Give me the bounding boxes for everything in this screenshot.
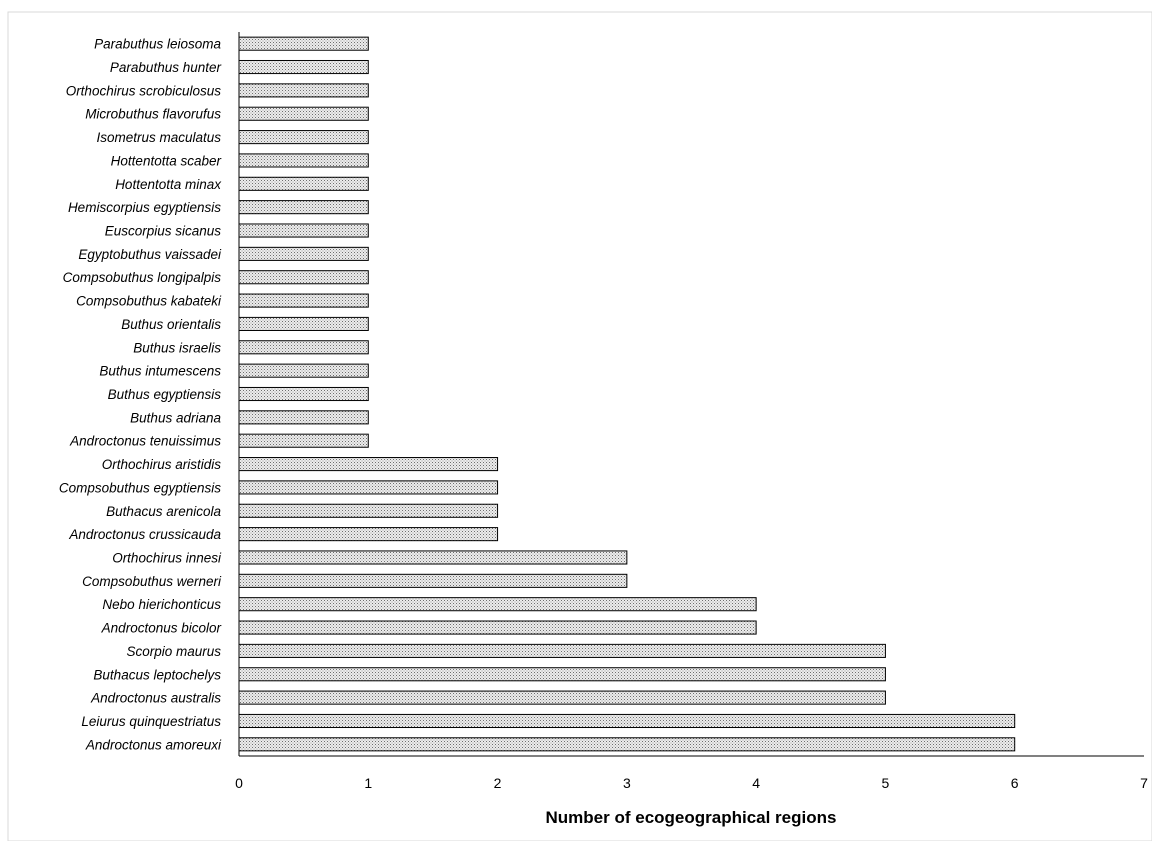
- bar: [238, 410, 369, 425]
- category-label: Buthacus leptochelys: [93, 667, 221, 682]
- category-label: Compsobuthus werneri: [82, 574, 222, 589]
- category-label: Hottentotta minax: [115, 177, 222, 192]
- bar: [238, 176, 369, 191]
- x-tick-label: 7: [1140, 775, 1148, 791]
- bar: [238, 270, 369, 285]
- bars-layer: [238, 36, 1016, 752]
- category-label: Androctonus australis: [90, 691, 221, 706]
- category-label: Euscorpius sicanus: [105, 224, 222, 239]
- bar: [238, 246, 369, 261]
- category-label: Isometrus maculatus: [96, 130, 221, 145]
- bar: [238, 503, 499, 518]
- axes: [238, 32, 1144, 757]
- category-label: Androctonus bicolor: [101, 621, 222, 636]
- bar: [238, 363, 369, 378]
- category-label: Hemiscorpius egyptiensis: [68, 200, 221, 215]
- category-label: Egyptobuthus vaissadei: [78, 247, 222, 262]
- category-label: Scorpio maurus: [126, 644, 221, 659]
- category-label: Nebo hierichonticus: [102, 597, 221, 612]
- bar: [238, 153, 369, 168]
- x-tick-labels: 0 1 2 3 4 5 6 7: [235, 775, 1148, 791]
- category-label: Buthus adriana: [130, 410, 221, 425]
- bar: [238, 737, 1016, 752]
- bar: [238, 597, 757, 612]
- bar: [238, 200, 369, 215]
- category-label: Orthochirus innesi: [112, 550, 222, 565]
- bar: [238, 690, 886, 705]
- category-label: Orthochirus scrobiculosus: [66, 83, 222, 98]
- bar: [238, 223, 369, 238]
- bar: [238, 433, 369, 448]
- category-label: Hottentotta scaber: [111, 153, 222, 168]
- bar: [238, 293, 369, 308]
- bar: [238, 83, 369, 98]
- category-label: Buthus intumescens: [99, 364, 221, 379]
- x-tick-label: 6: [1011, 775, 1019, 791]
- category-label: Buthacus arenicola: [106, 504, 221, 519]
- bar: [238, 620, 757, 635]
- bar: [238, 316, 369, 331]
- category-label: Buthus egyptiensis: [108, 387, 222, 402]
- bar: [238, 130, 369, 145]
- category-label: Orthochirus aristidis: [102, 457, 222, 472]
- bar: [238, 340, 369, 355]
- bar: [238, 667, 886, 682]
- bar: [238, 550, 628, 565]
- category-label: Leiurus quinquestriatus: [81, 714, 221, 729]
- category-label: Buthus israelis: [133, 340, 221, 355]
- x-tick-label: 2: [494, 775, 502, 791]
- category-label: Androctonus amoreuxi: [85, 737, 222, 752]
- bar: [238, 713, 1016, 729]
- bar: [238, 643, 886, 658]
- category-label: Compsobuthus kabateki: [76, 294, 222, 309]
- x-axis-title: Number of ecogeographical regions: [546, 808, 837, 827]
- category-label: Microbuthus flavorufus: [85, 107, 221, 122]
- category-label: Buthus orientalis: [121, 317, 221, 332]
- category-label: Compsobuthus longipalpis: [63, 270, 222, 285]
- category-label: Parabuthus hunter: [110, 60, 222, 75]
- bar: [238, 386, 369, 402]
- bar: [238, 36, 369, 51]
- bar: [238, 527, 499, 542]
- category-labels: Androctonus amoreuxi Leiurus quinquestria…: [59, 37, 222, 753]
- x-tick-label: 5: [882, 775, 890, 791]
- category-label: Androctonus tenuissimus: [69, 434, 221, 449]
- x-tick-label: 0: [235, 775, 243, 791]
- category-label: Androctonus crussicauda: [68, 527, 221, 542]
- bar: [238, 457, 499, 472]
- x-tick-label: 1: [364, 775, 372, 791]
- category-label: Parabuthus leiosoma: [94, 37, 221, 52]
- bar: [238, 480, 499, 495]
- bar: [238, 106, 369, 121]
- x-tick-label: 3: [623, 775, 631, 791]
- bar: [238, 59, 369, 75]
- category-label: Compsobuthus egyptiensis: [59, 480, 221, 495]
- x-tick-label: 4: [752, 775, 760, 791]
- bar: [238, 573, 628, 588]
